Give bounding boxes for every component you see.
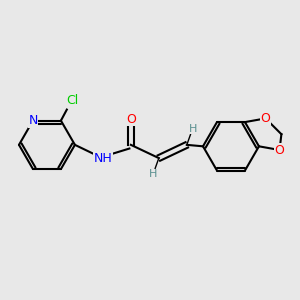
Text: NH: NH xyxy=(94,152,112,165)
Text: H: H xyxy=(149,169,157,179)
Text: O: O xyxy=(261,112,271,125)
Text: N: N xyxy=(28,114,38,127)
Text: H: H xyxy=(188,124,197,134)
Text: O: O xyxy=(126,112,136,126)
Text: O: O xyxy=(274,143,284,157)
Text: Cl: Cl xyxy=(66,94,78,106)
